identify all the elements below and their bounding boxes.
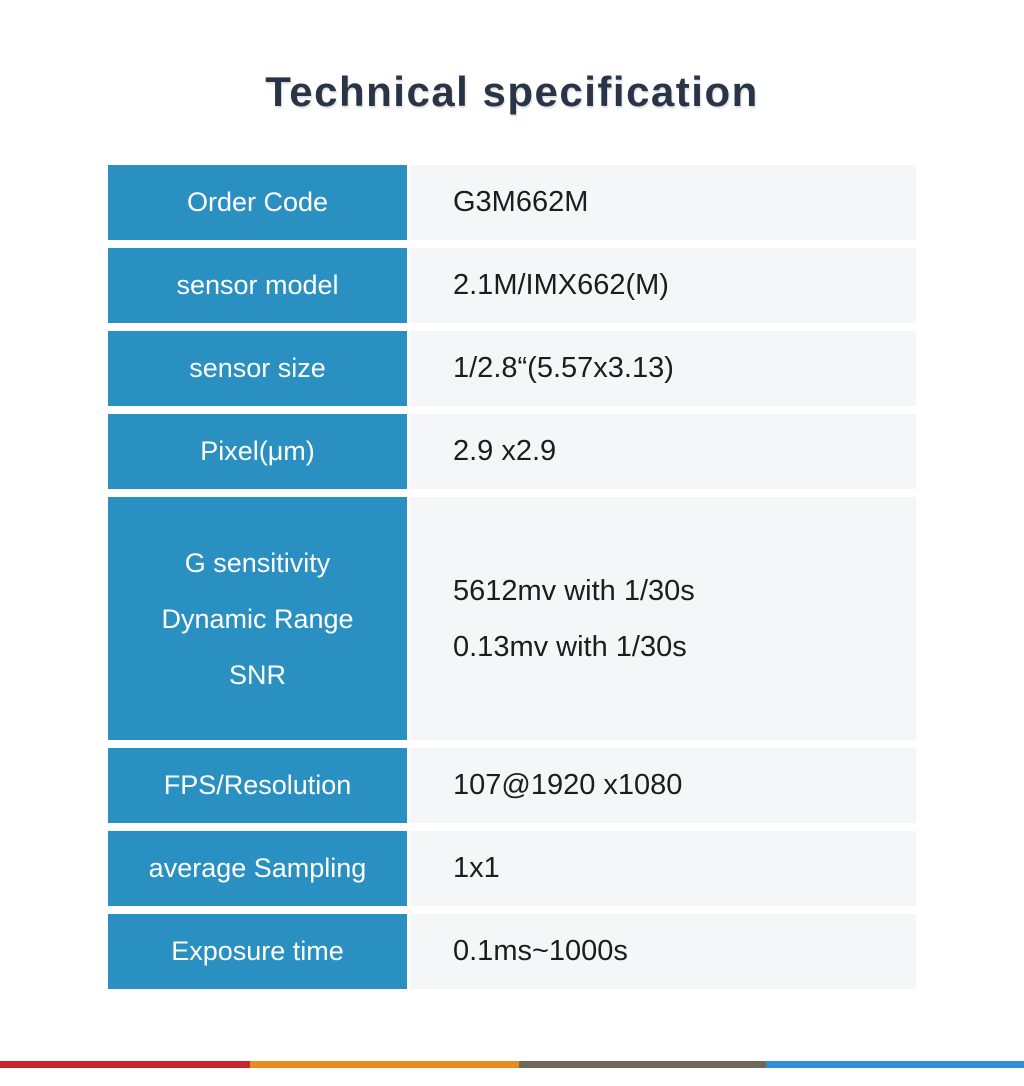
spec-value-text: 2.9 x2.9 <box>453 435 557 468</box>
table-row: sensor model 2.1M/IMX662(M) <box>108 248 916 323</box>
spec-label-line: G sensitivity <box>184 547 331 578</box>
table-row: Order Code G3M662M <box>108 165 916 240</box>
spec-value-cell: 2.1M/IMX662(M) <box>410 248 916 323</box>
spec-value-cell: G3M662M <box>410 165 916 240</box>
spec-value-cell: 2.9 x2.9 <box>410 414 916 489</box>
table-row: G sensitivity Dynamic Range SNR 5612mv with… <box>108 497 916 740</box>
spec-table: Order Code G3M662M sensor model 2.1M/IMX662… <box>108 165 916 997</box>
spec-label-cell: Exposure time <box>108 914 407 989</box>
spec-label-cell: sensor model <box>108 248 407 323</box>
spec-label-cell: FPS/Resolution <box>108 748 407 823</box>
spec-label-line: Dynamic Range <box>161 603 354 634</box>
spec-value-text: 1/2.8“(5.57x3.13) <box>453 352 674 385</box>
spec-label-cell: average Sampling <box>108 831 407 906</box>
spec-value-cell: 0.1ms~1000s <box>410 914 916 989</box>
spec-label-cell: Order Code <box>108 165 407 240</box>
spec-value-text: 107@1920 x1080 <box>453 769 683 802</box>
spec-value-text: 1x1 <box>453 852 500 885</box>
spec-label-text: sensor size <box>189 353 326 384</box>
spec-label-text: Pixel(μm) <box>200 436 315 467</box>
spec-value-line: 0.13mv with 1/30s <box>453 630 687 663</box>
table-row: sensor size 1/2.8“(5.57x3.13) <box>108 331 916 406</box>
red-segment <box>0 1061 250 1068</box>
spec-value-cell: 5612mv with 1/30s 0.13mv with 1/30s <box>410 497 916 740</box>
table-row: Pixel(μm) 2.9 x2.9 <box>108 414 916 489</box>
spec-label-cell: Pixel(μm) <box>108 414 407 489</box>
footer-stripe <box>0 1061 1024 1068</box>
table-row: FPS/Resolution 107@1920 x1080 <box>108 748 916 823</box>
blue-segment <box>766 1061 1024 1068</box>
spec-value-text: 2.1M/IMX662(M) <box>453 269 669 302</box>
spec-label-cell: G sensitivity Dynamic Range SNR <box>108 497 407 740</box>
spec-value-cell: 1x1 <box>410 831 916 906</box>
spec-label-text: sensor model <box>176 270 339 301</box>
spec-label-text: Exposure time <box>171 936 344 967</box>
spec-label-line: SNR <box>228 659 286 690</box>
spec-value-cell: 107@1920 x1080 <box>410 748 916 823</box>
orange-segment <box>250 1061 519 1068</box>
spec-value-cell: 1/2.8“(5.57x3.13) <box>410 331 916 406</box>
spec-label-text: FPS/Resolution <box>163 770 352 801</box>
spec-label-text: Order Code <box>186 187 329 218</box>
table-row: average Sampling 1x1 <box>108 831 916 906</box>
table-row: Exposure time 0.1ms~1000s <box>108 914 916 989</box>
spec-value-line: 5612mv with 1/30s <box>453 574 695 607</box>
page-title: Technical specification <box>265 68 759 115</box>
spec-label-cell: sensor size <box>108 331 407 406</box>
spec-value-text: 0.1ms~1000s <box>453 935 628 968</box>
olive-segment <box>519 1061 766 1068</box>
spec-label-text: average Sampling <box>148 853 367 884</box>
spec-value-text: G3M662M <box>453 186 589 219</box>
